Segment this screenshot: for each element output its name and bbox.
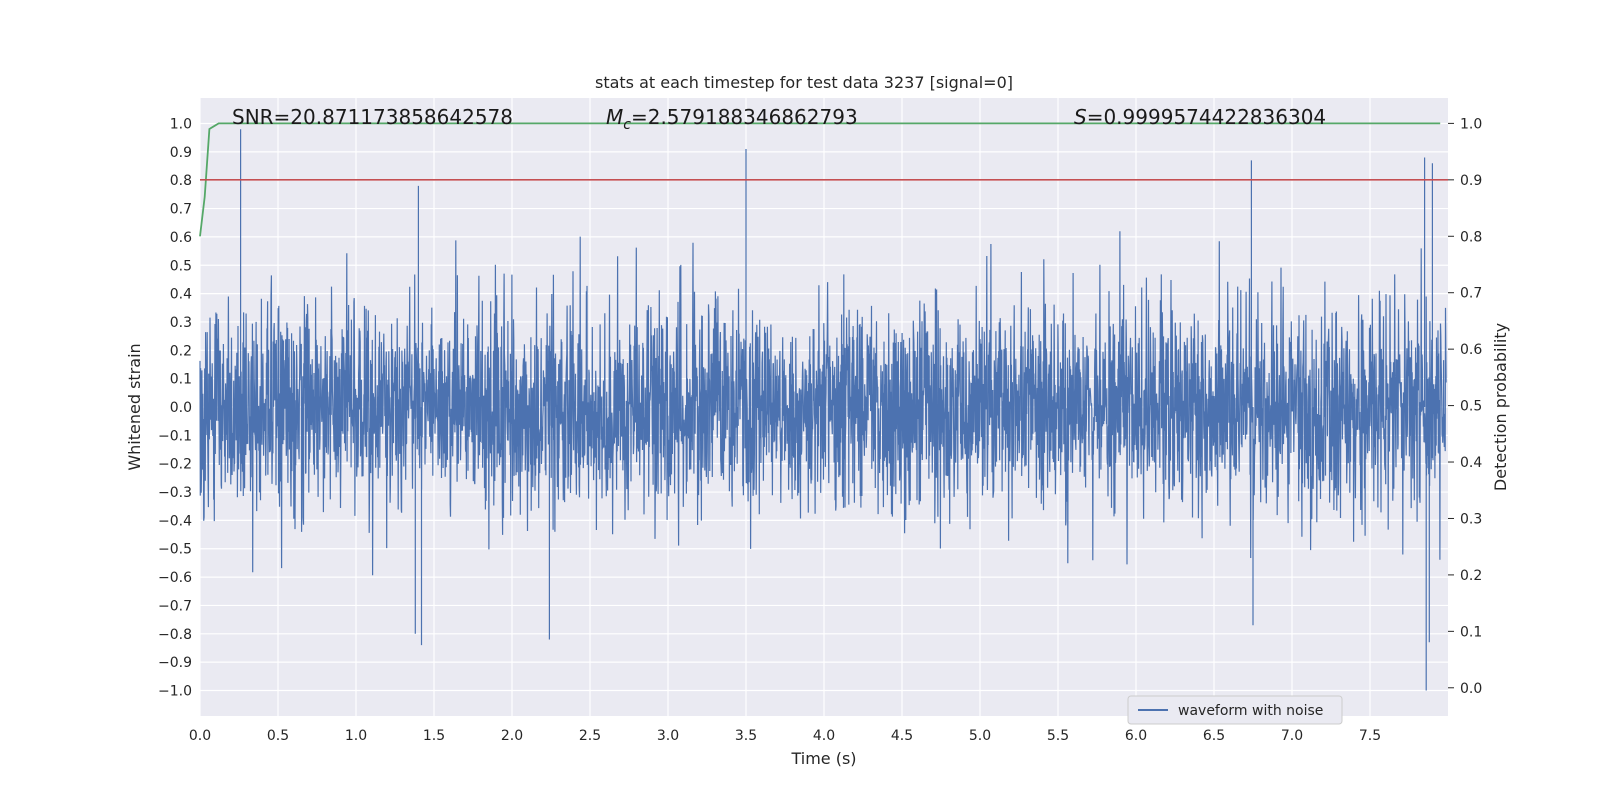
- y2-tick-label-4: 0.6: [1460, 342, 1482, 358]
- x-tick-label-15: 7.5: [1359, 728, 1381, 744]
- x-tick-label-13: 6.5: [1203, 728, 1225, 744]
- legend: waveform with noise: [1127, 695, 1343, 725]
- y-tick-label-0: 1.0: [170, 117, 192, 133]
- y2-tick-label-0: 1.0: [1460, 116, 1482, 132]
- x-tick-label-1: 0.5: [267, 728, 289, 744]
- y-tick-label-5: 0.5: [170, 258, 192, 274]
- score-symbol: S: [1074, 105, 1087, 129]
- x-tick-label-12: 6.0: [1125, 728, 1147, 744]
- y-tick-label-9: 0.1: [170, 372, 192, 388]
- chirp-mass-value: =2.579188346862793: [631, 105, 858, 129]
- y-tick-label-18: −0.8: [158, 627, 192, 643]
- y-axis-label: Whitened strain: [125, 343, 144, 470]
- y2-tick-label-5: 0.5: [1460, 399, 1482, 415]
- y-tick-label-4: 0.6: [170, 230, 192, 246]
- y-tick-label-20: −1.0: [158, 683, 192, 699]
- chirp-mass-symbol: M: [606, 105, 623, 129]
- x-tick-label-14: 7.0: [1281, 728, 1303, 744]
- y-tick-label-6: 0.4: [170, 287, 192, 303]
- x-tick-label-2: 1.0: [345, 728, 367, 744]
- probability-line: [199, 122, 1441, 237]
- y2-tick-label-2: 0.8: [1460, 229, 1482, 245]
- x-tick-label-4: 2.0: [501, 728, 523, 744]
- chirp-mass-annotation: Mc=2.579188346862793: [606, 105, 858, 133]
- x-tick-label-8: 4.0: [813, 728, 835, 744]
- x-axis-label: Time (s): [790, 749, 856, 768]
- y-tick-label-11: −0.1: [158, 428, 192, 444]
- y-tick-label-8: 0.2: [170, 343, 192, 359]
- y-tick-label-19: −0.9: [158, 655, 192, 671]
- y-tick-label-1: 0.9: [170, 145, 192, 161]
- y2-tick-label-6: 0.4: [1460, 455, 1482, 471]
- y-tick-label-10: 0.0: [170, 400, 192, 416]
- y-tick-label-15: −0.5: [158, 542, 192, 558]
- y-tick-label-16: −0.6: [158, 570, 192, 586]
- chart-title: stats at each timestep for test data 323…: [595, 73, 1013, 92]
- x-tick-label-7: 3.5: [735, 728, 757, 744]
- snr-annotation: SNR=20.871173858642578: [232, 105, 513, 129]
- y-tick-label-7: 0.3: [170, 315, 192, 331]
- x-tick-label-0: 0.0: [189, 728, 211, 744]
- y2-tick-label-9: 0.1: [1460, 624, 1482, 640]
- score-value: =0.9999574422836304: [1087, 105, 1326, 129]
- x-axis-ticks: 0.0 0.5 1.0 1.5 2.0 2.5 3.0 3.5 4.0 4.5 5.0 5.5 6.0 6…: [189, 728, 1381, 744]
- y2-tick-label-1: 0.9: [1460, 173, 1482, 189]
- x-tick-label-5: 2.5: [579, 728, 601, 744]
- y2-tick-label-10: 0.0: [1460, 681, 1482, 697]
- y2-axis-ticks: 1.0 0.9 0.8 0.7 0.6 0.5 0.4 0.3 0.2 0.1 0.0: [1448, 116, 1482, 697]
- y-tick-label-3: 0.7: [170, 202, 192, 218]
- chirp-mass-subscript: c: [623, 117, 631, 133]
- y-tick-label-13: −0.3: [158, 485, 192, 501]
- y-tick-label-17: −0.7: [158, 598, 192, 614]
- x-tick-label-11: 5.5: [1047, 728, 1069, 744]
- y2-tick-label-3: 0.7: [1460, 286, 1482, 302]
- y-tick-label-2: 0.8: [170, 173, 192, 189]
- y-tick-label-12: −0.2: [158, 457, 192, 473]
- snr-score-annotation: S=0.9999574422836304: [1074, 105, 1326, 129]
- y2-tick-label-8: 0.2: [1460, 568, 1482, 584]
- y2-tick-label-7: 0.3: [1460, 511, 1482, 527]
- y-axis-ticks: 1.0 0.9 0.8 0.7 0.6 0.5 0.4 0.3 0.2 0.1 0.0 −0.1 −0.…: [158, 117, 192, 700]
- x-tick-label-3: 1.5: [423, 728, 445, 744]
- legend-entry-waveform: waveform with noise: [1178, 703, 1323, 719]
- probability-series: [199, 122, 1441, 237]
- y-tick-label-14: −0.4: [158, 513, 192, 529]
- x-tick-label-10: 5.0: [969, 728, 991, 744]
- x-tick-label-6: 3.0: [657, 728, 679, 744]
- waveform-series: [199, 129, 1447, 691]
- x-tick-label-9: 4.5: [891, 728, 913, 744]
- y2-axis-label: Detection probability: [1491, 323, 1510, 491]
- waveform-line: [199, 129, 1447, 691]
- legend-box: [1127, 695, 1343, 725]
